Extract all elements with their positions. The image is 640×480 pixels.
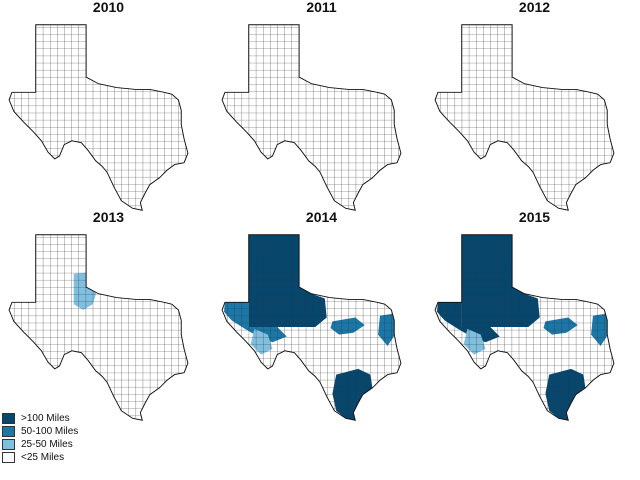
county-grid	[435, 24, 614, 211]
texas-county-map	[8, 234, 189, 421]
legend-swatch	[2, 439, 15, 450]
county-grid	[222, 24, 401, 211]
texas-county-map	[221, 234, 402, 421]
texas-county-map	[434, 234, 615, 421]
legend-swatch	[2, 413, 15, 424]
map-year-title: 2011	[306, 0, 337, 15]
map-legend: >100 Miles 50-100 Miles 25-50 Miles <25 …	[2, 412, 78, 464]
legend-item-over-100: >100 Miles	[2, 412, 78, 425]
legend-label: 50-100 Miles	[21, 426, 79, 437]
map-year-title: 2014	[305, 209, 338, 225]
legend-item-under-25: <25 Miles	[2, 451, 78, 464]
texas-county-map	[434, 24, 615, 211]
state-border	[8, 24, 189, 211]
county-grid	[9, 234, 188, 421]
map-year-title: 2010	[92, 0, 125, 15]
state-border	[221, 24, 402, 211]
map-year-title: 2012	[518, 0, 551, 15]
map-panel-2015: 2015	[428, 209, 640, 427]
map-year-title: 2013	[92, 209, 125, 225]
state-border	[434, 234, 615, 421]
legend-label: 25-50 Miles	[21, 439, 73, 450]
map-panel-2014: 2014	[215, 209, 428, 427]
legend-item-50-100: 50-100 Miles	[2, 425, 78, 438]
state-border	[8, 234, 189, 421]
legend-item-25-50: 25-50 Miles	[2, 438, 78, 451]
state-border	[434, 24, 615, 211]
map-panel-2010: 2010	[2, 0, 215, 217]
county-grid	[222, 234, 401, 421]
map-panel-2011: 2011	[215, 0, 428, 217]
legend-swatch	[2, 452, 15, 463]
legend-label: >100 Miles	[21, 413, 70, 424]
map-year-title: 2015	[518, 209, 551, 225]
texas-county-map	[221, 24, 402, 211]
state-border	[221, 234, 402, 421]
texas-county-map	[8, 24, 189, 211]
legend-swatch	[2, 426, 15, 437]
county-grid	[435, 234, 614, 421]
county-grid	[9, 24, 188, 211]
map-panel-2013: 2013	[2, 209, 215, 427]
legend-label: <25 Miles	[21, 452, 65, 463]
map-panel-2012: 2012	[428, 0, 640, 217]
